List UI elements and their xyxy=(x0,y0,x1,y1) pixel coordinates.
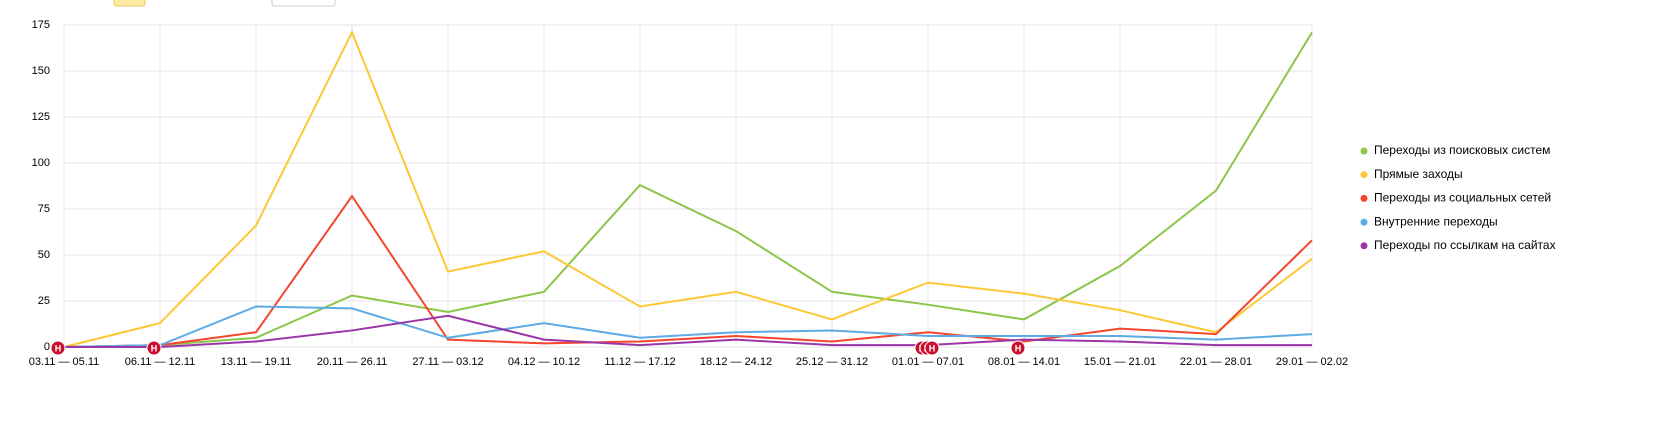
legend-label: Переходы из социальных сетей xyxy=(1374,191,1551,205)
x-tick-label: 08.01 — 14.01 xyxy=(988,356,1060,368)
legend-label: Переходы по ссылкам на сайтах xyxy=(1374,238,1556,252)
x-tick-label: 03.11 — 05.11 xyxy=(29,356,100,368)
y-tick-label: 100 xyxy=(32,157,50,169)
x-tick-label: 15.01 — 21.01 xyxy=(1084,356,1156,368)
x-tick-label: 18.12 — 24.12 xyxy=(700,356,772,368)
y-tick-label: 0 xyxy=(44,341,50,353)
legend-item[interactable]: Внутренние переходы xyxy=(1360,214,1498,228)
x-tick-label: 27.11 — 03.12 xyxy=(412,356,483,368)
annotation-circle xyxy=(1010,340,1026,356)
y-tick-label: 150 xyxy=(32,65,50,77)
annotation-circle xyxy=(50,340,66,356)
x-tick-label: 29.01 — 02.02 xyxy=(1276,356,1348,368)
legend-marker xyxy=(1360,194,1368,202)
series-line xyxy=(63,29,1313,348)
legend-marker xyxy=(1360,147,1368,155)
x-tick-label: 01.01 — 07.01 xyxy=(892,356,964,368)
y-tick-label: 75 xyxy=(38,203,50,215)
legend-marker xyxy=(1360,218,1368,226)
x-tick-label: 04.12 — 10.12 xyxy=(508,356,580,368)
series-line xyxy=(63,305,1313,348)
legend-item[interactable]: Переходы по ссылкам на сайтах xyxy=(1360,238,1556,252)
legend-marker xyxy=(1360,242,1368,250)
annotation-label: Н xyxy=(929,343,936,353)
y-tick-label: 25 xyxy=(38,295,50,307)
series-line xyxy=(64,314,1312,348)
x-tick-label: 20.11 — 26.11 xyxy=(317,356,388,368)
x-tick-label: 06.11 — 12.11 xyxy=(125,356,196,368)
annotation-circle xyxy=(146,340,162,356)
legend-item[interactable]: Переходы из социальных сетей xyxy=(1360,191,1552,205)
x-tick-label: 11.12 — 17.12 xyxy=(604,356,675,368)
annotation-label: Н xyxy=(151,343,158,353)
annotation-marker[interactable]: Н xyxy=(1010,340,1026,356)
annotation-circle xyxy=(924,340,940,356)
x-tick-label: 13.11 — 19.11 xyxy=(221,356,292,368)
legend-label: Внутренние переходы xyxy=(1374,214,1498,228)
select-button[interactable] xyxy=(271,0,336,7)
legend-label: Прямые заходы xyxy=(1374,167,1463,181)
legend-item[interactable]: Прямые заходы xyxy=(1360,167,1463,181)
annotation-label: Н xyxy=(55,343,62,353)
x-tick-label: 22.01 — 28.01 xyxy=(1180,356,1252,368)
y-tick-label: 50 xyxy=(38,249,50,261)
annotation-marker[interactable]: Н xyxy=(146,340,162,356)
y-tick-label: 125 xyxy=(32,111,50,123)
period-button[interactable] xyxy=(113,0,146,7)
x-tick-label: 25.12 — 31.12 xyxy=(796,356,868,368)
legend-marker xyxy=(1360,171,1368,179)
legend-label: Переходы из поисковых систем xyxy=(1374,143,1550,157)
series-line xyxy=(63,31,1313,348)
annotation-marker[interactable]: Н xyxy=(924,340,940,356)
annotation-label: Н xyxy=(1015,343,1022,353)
annotation-marker[interactable]: Н xyxy=(50,340,66,356)
series-line xyxy=(63,194,1313,348)
y-tick-label: 175 xyxy=(32,19,50,31)
legend-item[interactable]: Переходы из поисковых систем xyxy=(1360,143,1551,157)
